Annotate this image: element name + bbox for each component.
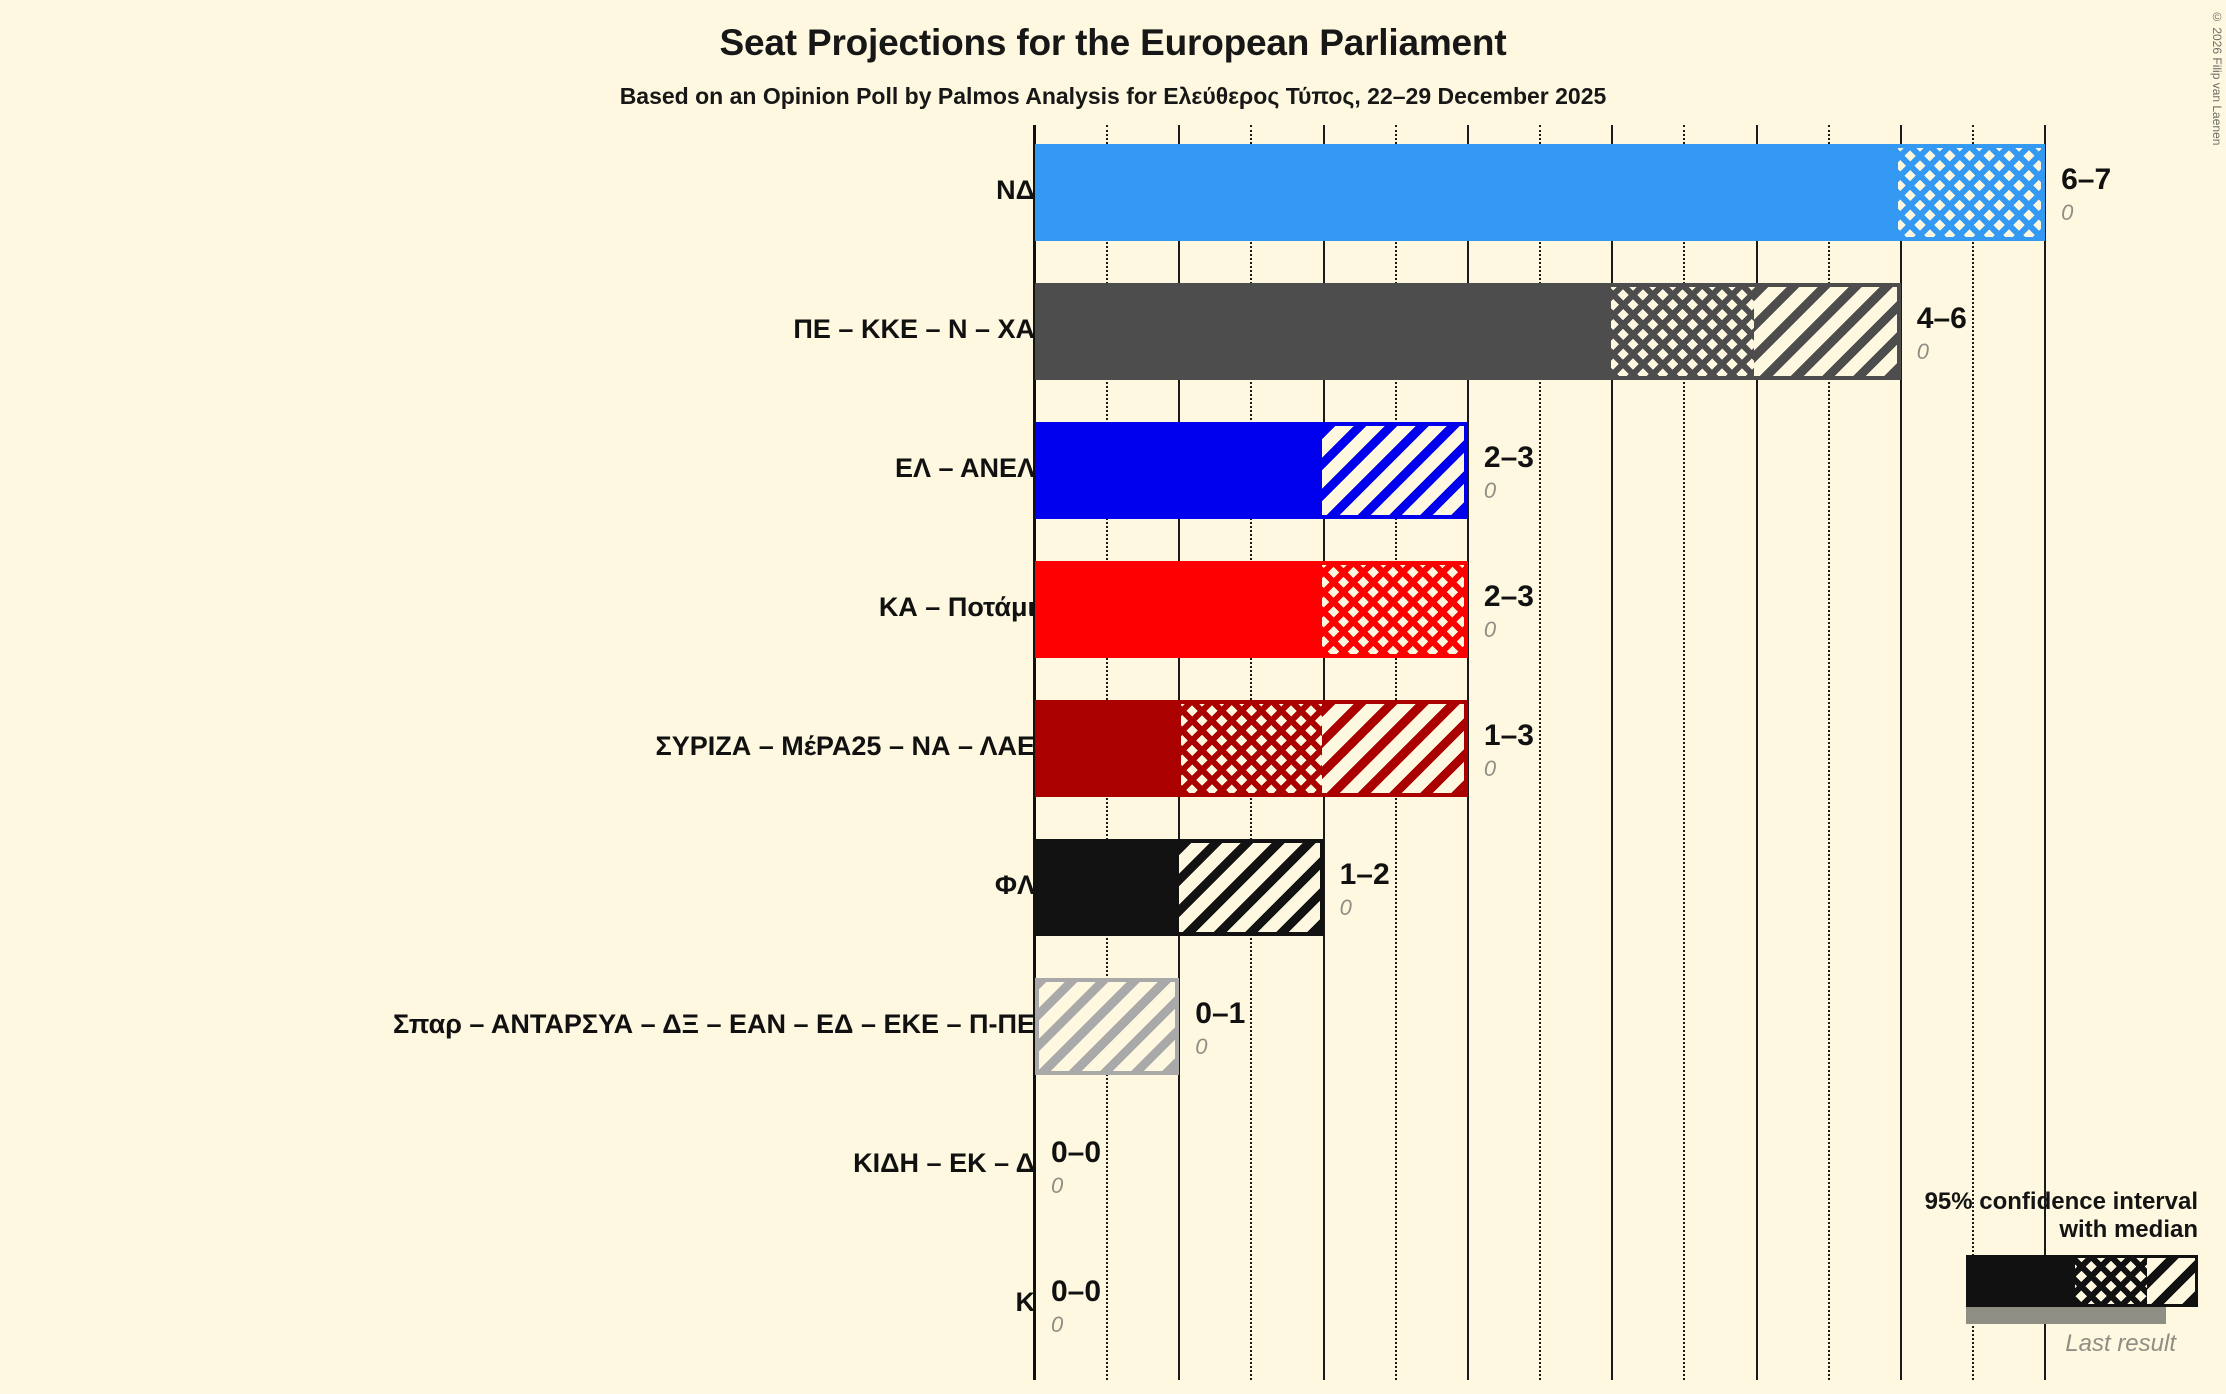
confidence-interval-bar — [1035, 283, 1901, 380]
legend-line-1: 95% confidence interval — [1924, 1188, 2198, 1216]
value-axis — [1033, 125, 1036, 1380]
seat-range-value: 4–6 0 — [1916, 301, 1967, 364]
bar-row: ΦΛ 1–2 0 — [0, 839, 2226, 936]
bar-segment-solid — [1039, 565, 1323, 654]
seat-range-value: 0–0 0 — [1051, 1274, 1102, 1337]
last-result-value: 0 — [2061, 199, 2074, 225]
seat-range-text: 2–3 — [1483, 440, 1534, 474]
seat-range-value: 6–7 0 — [2061, 162, 2112, 225]
seat-range-text: 6–7 — [2061, 162, 2112, 196]
seat-range-text: 0–0 — [1051, 1135, 1102, 1169]
gridline-4.5 — [1683, 125, 1686, 1380]
seat-range-value: 1–3 0 — [1483, 718, 1534, 781]
party-label: ΚΙΔΗ – ΕΚ – Δ — [853, 1147, 1035, 1178]
seat-range-text: 0–0 — [1051, 1274, 1102, 1308]
gridline-7 — [2044, 125, 2047, 1380]
bar-segment-solid — [1039, 843, 1180, 932]
party-label: ΣΥΡΙΖΑ – ΜέΡΑ25 – ΝΑ – ΛΑΕ — [655, 730, 1036, 761]
gridline-6.5 — [1971, 125, 1974, 1380]
seat-range-text: 0–1 — [1195, 996, 1246, 1030]
seat-range-value: 1–2 0 — [1339, 857, 1390, 920]
party-label: ΦΛ — [994, 869, 1035, 900]
last-result-value: 0 — [1483, 755, 1497, 781]
seat-range-value: 2–3 0 — [1483, 440, 1534, 503]
bar-row: ΚΙΔΗ – ΕΚ – Δ 0–0 0 — [0, 1117, 2226, 1214]
last-result-value: 0 — [1916, 338, 1930, 364]
bar-segment-solid — [1039, 426, 1323, 515]
last-result-value: 0 — [1051, 1311, 1064, 1337]
bar-row: Κ 0–0 0 — [0, 1256, 2226, 1353]
legend-crosshatch-segment — [2075, 1258, 2147, 1304]
bar-row: ΕΛ – ΑΝΕΛ 2–3 0 — [0, 422, 2226, 519]
confidence-interval-bar — [1035, 422, 1468, 519]
seat-range-text: 1–2 — [1339, 857, 1390, 891]
bar-segment-diagonal — [1322, 704, 1464, 793]
chart-subtitle: Based on an Opinion Poll by Palmos Analy… — [619, 83, 1607, 109]
party-label: ΚΑ – Ποτάμι — [878, 591, 1035, 622]
gridline-5 — [1755, 125, 1758, 1380]
last-result-value: 0 — [1483, 477, 1497, 503]
bar-segment-crosshatch — [1322, 565, 1464, 654]
party-label: Κ — [1015, 1286, 1036, 1317]
party-label: ΠΕ – ΚΚΕ – Ν – ΧΑ — [793, 313, 1035, 344]
last-result-value: 0 — [1339, 894, 1352, 920]
bar-segment-diagonal — [1753, 287, 1897, 376]
gridline-3 — [1466, 125, 1469, 1380]
bar-segment-diagonal — [1179, 843, 1320, 932]
bar-row: ΚΑ – Ποτάμι 2–3 0 — [0, 561, 2226, 658]
gridline-6 — [1899, 125, 1902, 1380]
page-title: Seat Projections for the European Parlia… — [719, 22, 1507, 63]
gridline-4 — [1611, 125, 1614, 1380]
legend-last-result-label: Last result — [2065, 1330, 2176, 1357]
bar-row: ΣΥΡΙΖΑ – ΜέΡΑ25 – ΝΑ – ΛΑΕ 1–3 0 — [0, 700, 2226, 797]
party-label: ΕΛ – ΑΝΕΛ — [894, 452, 1035, 483]
last-result-value: 0 — [1483, 616, 1497, 642]
bar-row: ΠΕ – ΚΚΕ – Ν – ΧΑ 4–6 0 — [0, 283, 2226, 380]
legend-solid-segment — [1969, 1258, 2075, 1304]
bar-segment-crosshatch — [1180, 704, 1323, 793]
bar-segment-crosshatch — [1610, 287, 1754, 376]
confidence-interval-bar — [1035, 144, 2046, 241]
confidence-interval-bar — [1035, 561, 1468, 658]
seat-range-text: 2–3 — [1483, 579, 1534, 613]
bar-segment-diagonal — [1322, 426, 1464, 515]
gridline-5.5 — [1827, 125, 1830, 1380]
bar-row: Σπαρ – ΑΝΤΑΡΣΥΑ – ΔΞ – ΕΑΝ – ΕΔ – ΕΚΕ – … — [0, 978, 2226, 1075]
legend-line-2: with median — [2059, 1216, 2198, 1244]
legend-last-result-bar — [1966, 1307, 2166, 1324]
party-label: Σπαρ – ΑΝΤΑΡΣΥΑ – ΔΞ – ΕΑΝ – ΕΔ – ΕΚΕ – … — [392, 1008, 1035, 1039]
seat-range-value: 0–0 0 — [1051, 1135, 1102, 1198]
bar-segment-solid — [1039, 148, 1898, 237]
last-result-value: 0 — [1051, 1172, 1064, 1198]
confidence-interval-bar — [1035, 978, 1180, 1075]
copyright-notice: © 2026 Filip van Laenen — [2210, 10, 2224, 146]
seat-range-text: 4–6 — [1916, 301, 1967, 335]
seat-range-text: 1–3 — [1483, 718, 1534, 752]
chart-legend: 95% confidence interval with median Last… — [1878, 1188, 2198, 1358]
seat-range-value: 2–3 0 — [1483, 579, 1534, 642]
seat-range-value: 0–1 0 — [1195, 996, 1246, 1059]
party-label: ΝΔ — [996, 174, 1035, 205]
bar-row: ΝΔ 6–7 0 — [0, 144, 2226, 241]
legend-ci-bar — [1966, 1255, 2198, 1307]
confidence-interval-bar — [1035, 839, 1324, 936]
legend-diagonal-segment — [2147, 1258, 2195, 1304]
bar-segment-crosshatch — [1897, 148, 2042, 237]
bar-segment-solid — [1039, 704, 1181, 793]
gridline-3.5 — [1539, 125, 1542, 1380]
confidence-interval-bar — [1035, 700, 1468, 797]
bar-segment-solid — [1039, 287, 1611, 376]
bar-segment-diagonal — [1039, 982, 1176, 1071]
last-result-value: 0 — [1195, 1033, 1208, 1059]
